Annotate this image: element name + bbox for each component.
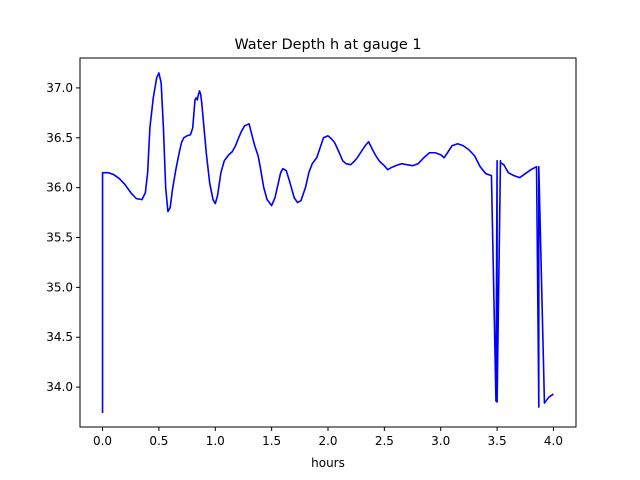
x-axis-label: hours xyxy=(311,456,345,470)
y-tick-label: 36.0 xyxy=(46,181,73,195)
chart-title: Water Depth h at gauge 1 xyxy=(234,37,421,53)
x-tick-label: 1.0 xyxy=(206,434,225,448)
y-tick-label: 35.0 xyxy=(46,280,73,294)
x-tick-label: 4.0 xyxy=(544,434,563,448)
plot-area xyxy=(101,72,554,414)
y-tick-label: 37.0 xyxy=(46,81,73,95)
y-tick-label: 36.5 xyxy=(46,131,73,145)
x-tick-label: 3.5 xyxy=(488,434,507,448)
y-tick-label: 35.5 xyxy=(46,231,73,245)
x-tick-label: 1.5 xyxy=(262,434,281,448)
x-tick-label: 2.0 xyxy=(318,434,337,448)
axes-frame xyxy=(79,57,577,428)
x-axis: 0.0 0.5 1.0 1.5 2.0 2.5 3.0 3.5 4.0 xyxy=(93,427,563,448)
x-tick-label: 0.0 xyxy=(93,434,112,448)
x-tick-label: 3.0 xyxy=(431,434,450,448)
y-tick-label: 34.5 xyxy=(46,330,73,344)
x-tick-label: 0.5 xyxy=(149,434,168,448)
y-tick-label: 34.0 xyxy=(46,380,73,394)
series-line-0 xyxy=(101,72,554,414)
x-tick-label: 2.5 xyxy=(375,434,394,448)
y-axis: 34.0 34.5 35.0 35.5 36.0 36.5 37.0 xyxy=(46,81,80,394)
